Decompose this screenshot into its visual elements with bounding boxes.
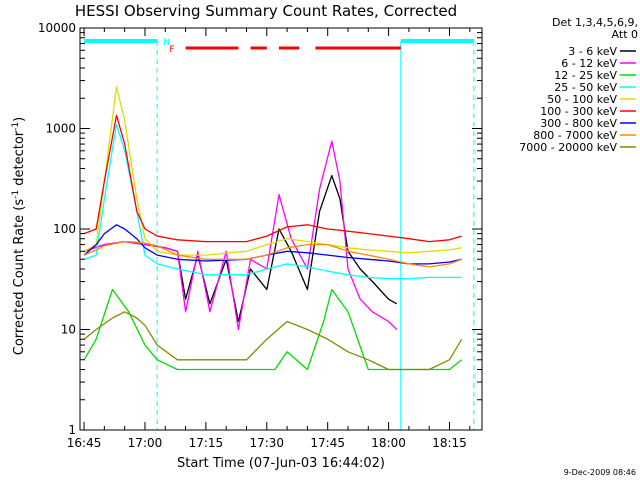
legend-label: 7000 - 20000 keV [519, 141, 617, 154]
legend-label: 25 - 50 keV [554, 81, 617, 94]
y-label-sup1: -1 [11, 190, 21, 199]
legend-label: 100 - 300 keV [540, 105, 617, 118]
y-label-end: ) [12, 117, 27, 122]
y-tick-label: 10000 [38, 21, 76, 35]
x-tick-label: 17:45 [310, 436, 345, 450]
legend-label: 300 - 800 keV [540, 117, 617, 130]
y-label-mid: detector [12, 130, 27, 190]
y-tick-label: 1000 [45, 122, 76, 136]
y-tick-label: 1 [68, 423, 76, 437]
x-tick-label: 17:30 [249, 436, 284, 450]
y-axis-label: Corrected Count Rate (s-1 detector-1) [11, 117, 27, 355]
legend-title-2: Att 0 [612, 28, 638, 41]
series-line-7 [83, 240, 462, 268]
legend-title-1: Det 1,3,4,5,6,9, [552, 16, 638, 29]
series-line-8 [83, 311, 463, 371]
y-tick-label: 10 [61, 323, 76, 337]
legend-label: 6 - 12 keV [561, 57, 617, 70]
night-flag-label: N [163, 38, 170, 48]
x-tick-label: 18:00 [371, 436, 406, 450]
legend-label: 3 - 6 keV [568, 45, 617, 58]
chart-title: HESSI Observing Summary Count Rates, Cor… [75, 2, 457, 20]
x-tick-label: 16:45 [67, 436, 102, 450]
legend-label: 12 - 25 keV [554, 69, 617, 82]
legend-label: 800 - 7000 keV [533, 129, 617, 142]
series-line-2 [83, 288, 463, 371]
timestamp: 9-Dec-2009 08:46 [564, 468, 636, 477]
y-label-main: Corrected Count Rate (s [12, 199, 27, 356]
flare-flag-label: F [169, 45, 174, 55]
x-tick-label: 17:15 [189, 436, 224, 450]
y-label-sup2: -1 [11, 122, 21, 131]
x-axis-label: Start Time (07-Jun-03 16:44:02) [177, 456, 385, 471]
y-tick-label: 100 [53, 222, 76, 236]
series-line-1 [83, 140, 398, 331]
x-tick-label: 18:15 [432, 436, 467, 450]
legend-label: 50 - 100 keV [547, 93, 617, 106]
axis-ticks: 16:45 17:00 17:15 17:30 17:45 18:00 18:15 1 10 10… [38, 21, 482, 450]
x-tick-label: 17:00 [128, 436, 163, 450]
series-line-3 [83, 123, 462, 280]
series-line-4 [83, 86, 462, 256]
flags-layer: NF [84, 38, 475, 430]
series-line-5 [83, 114, 462, 243]
series-layer [83, 86, 463, 371]
